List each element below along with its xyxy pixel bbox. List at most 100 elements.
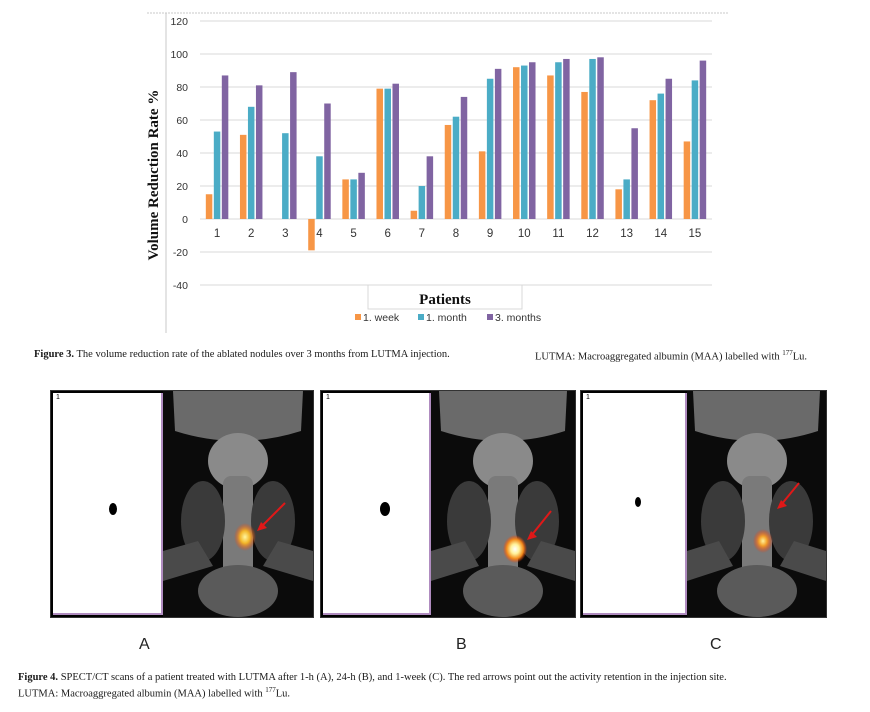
spect-panel-a: 1 [50, 390, 314, 618]
figure4-isotope-mass: 177 [265, 686, 276, 694]
bars [205, 57, 707, 251]
bar [597, 57, 604, 219]
bar [478, 151, 486, 219]
y-axis-label: Volume Reduction Rate % [146, 90, 162, 261]
x-tick-label: 8 [453, 228, 459, 240]
x-tick-label: 1 [214, 228, 220, 240]
panel-c-index: 1 [586, 394, 590, 401]
y-tick-labels: 120 100 80 60 40 20 0 -20 -40 [170, 16, 188, 292]
figure3-text: The volume reduction rate of the ablated… [76, 349, 450, 360]
bar [486, 78, 494, 219]
figure3-note: LUTMA: Macroaggregated albumin (MAA) lab… [535, 349, 807, 363]
bar [290, 72, 297, 220]
bar [308, 219, 315, 251]
ct-scan-b-drawing [431, 391, 575, 617]
figure4-label: Figure 4. [18, 672, 59, 683]
planar-image-a: 1 [53, 393, 163, 615]
spect-panel-c: 1 [580, 390, 827, 618]
legend-swatch [487, 314, 493, 320]
bar [615, 189, 622, 219]
bar [410, 210, 418, 219]
bar [623, 179, 630, 219]
hotspot-a [109, 503, 117, 515]
x-tick-label: 4 [316, 228, 323, 240]
hotspot-c [635, 497, 641, 507]
legend-swatch [355, 314, 361, 320]
bar [555, 62, 562, 219]
bar [547, 75, 554, 219]
x-tick-label: 14 [654, 228, 667, 240]
panel-a-index: 1 [56, 394, 60, 401]
bar [255, 85, 263, 219]
bar [342, 179, 349, 219]
y-tick-label: 20 [176, 181, 188, 193]
bar [392, 83, 399, 219]
bar [221, 75, 229, 219]
bar [418, 186, 426, 219]
bar [521, 65, 528, 219]
figure3-caption: Figure 3. The volume reduction rate of t… [34, 349, 450, 360]
ct-image-a [163, 391, 313, 617]
y-tick-label: 100 [170, 49, 188, 61]
figure3-isotope-mass: 177 [782, 349, 793, 357]
bar [316, 156, 323, 219]
y-tick-label: -20 [173, 247, 188, 259]
x-tick-label: 7 [419, 228, 425, 240]
x-tick-label: 3 [282, 228, 288, 240]
bar [358, 172, 365, 219]
bar [563, 58, 570, 220]
x-tick-label: 9 [487, 228, 493, 240]
bar [699, 60, 707, 219]
ct-scan-c-drawing [687, 391, 826, 617]
spect-panel-b: 1 [320, 390, 576, 618]
bar [589, 58, 596, 220]
panel-label-c: C [710, 636, 722, 653]
bar [247, 106, 255, 219]
x-tick-label: 15 [689, 228, 702, 240]
y-tick-label: 0 [182, 214, 188, 226]
bar [529, 62, 536, 219]
x-tick-label: 10 [518, 228, 531, 240]
bar [444, 124, 452, 219]
x-tick-label: 2 [248, 228, 254, 240]
planar-image-b: 1 [323, 393, 431, 615]
x-axis-label: Patients [419, 292, 471, 308]
bar [239, 134, 247, 219]
bar [494, 68, 502, 219]
bar [350, 179, 357, 219]
bar [426, 156, 434, 219]
legend-label: 1. month [426, 312, 467, 324]
x-axis-label-box [367, 284, 523, 310]
figure3-label: Figure 3. [34, 349, 75, 360]
bar [452, 116, 460, 219]
bar [460, 96, 468, 219]
bar [691, 80, 699, 220]
figure4-note-text: LUTMA: Macroaggregated albumin (MAA) lab… [18, 688, 263, 700]
ct-image-c [687, 391, 826, 617]
bar [324, 103, 331, 219]
bar [581, 91, 588, 219]
y-tick-label: 60 [176, 115, 188, 127]
bar [213, 131, 221, 219]
x-tick-label: 11 [552, 228, 564, 240]
figure4-isotope: Lu. [275, 688, 291, 700]
panel-label-a: A [139, 636, 150, 653]
y-tick-label: 120 [170, 16, 188, 28]
panel-label-b: B [456, 636, 467, 653]
figure4-caption-line2: LUTMA: Macroaggregated albumin (MAA) lab… [18, 686, 290, 700]
y-tick-label: 40 [176, 148, 188, 160]
figure3-note-text: LUTMA: Macroaggregated albumin (MAA) lab… [535, 351, 780, 363]
x-tick-label: 12 [586, 228, 599, 240]
ct-image-b [431, 391, 575, 617]
planar-image-c: 1 [583, 393, 687, 615]
bar [384, 88, 391, 220]
bar [665, 78, 673, 219]
y-tick-label: 80 [176, 82, 188, 94]
bar [657, 93, 665, 219]
bar [631, 128, 638, 219]
legend-label: 1. week [363, 312, 400, 324]
x-tick-label: 13 [620, 228, 633, 240]
x-tick-label: 5 [350, 228, 356, 240]
y-tick-label: -40 [173, 280, 188, 292]
